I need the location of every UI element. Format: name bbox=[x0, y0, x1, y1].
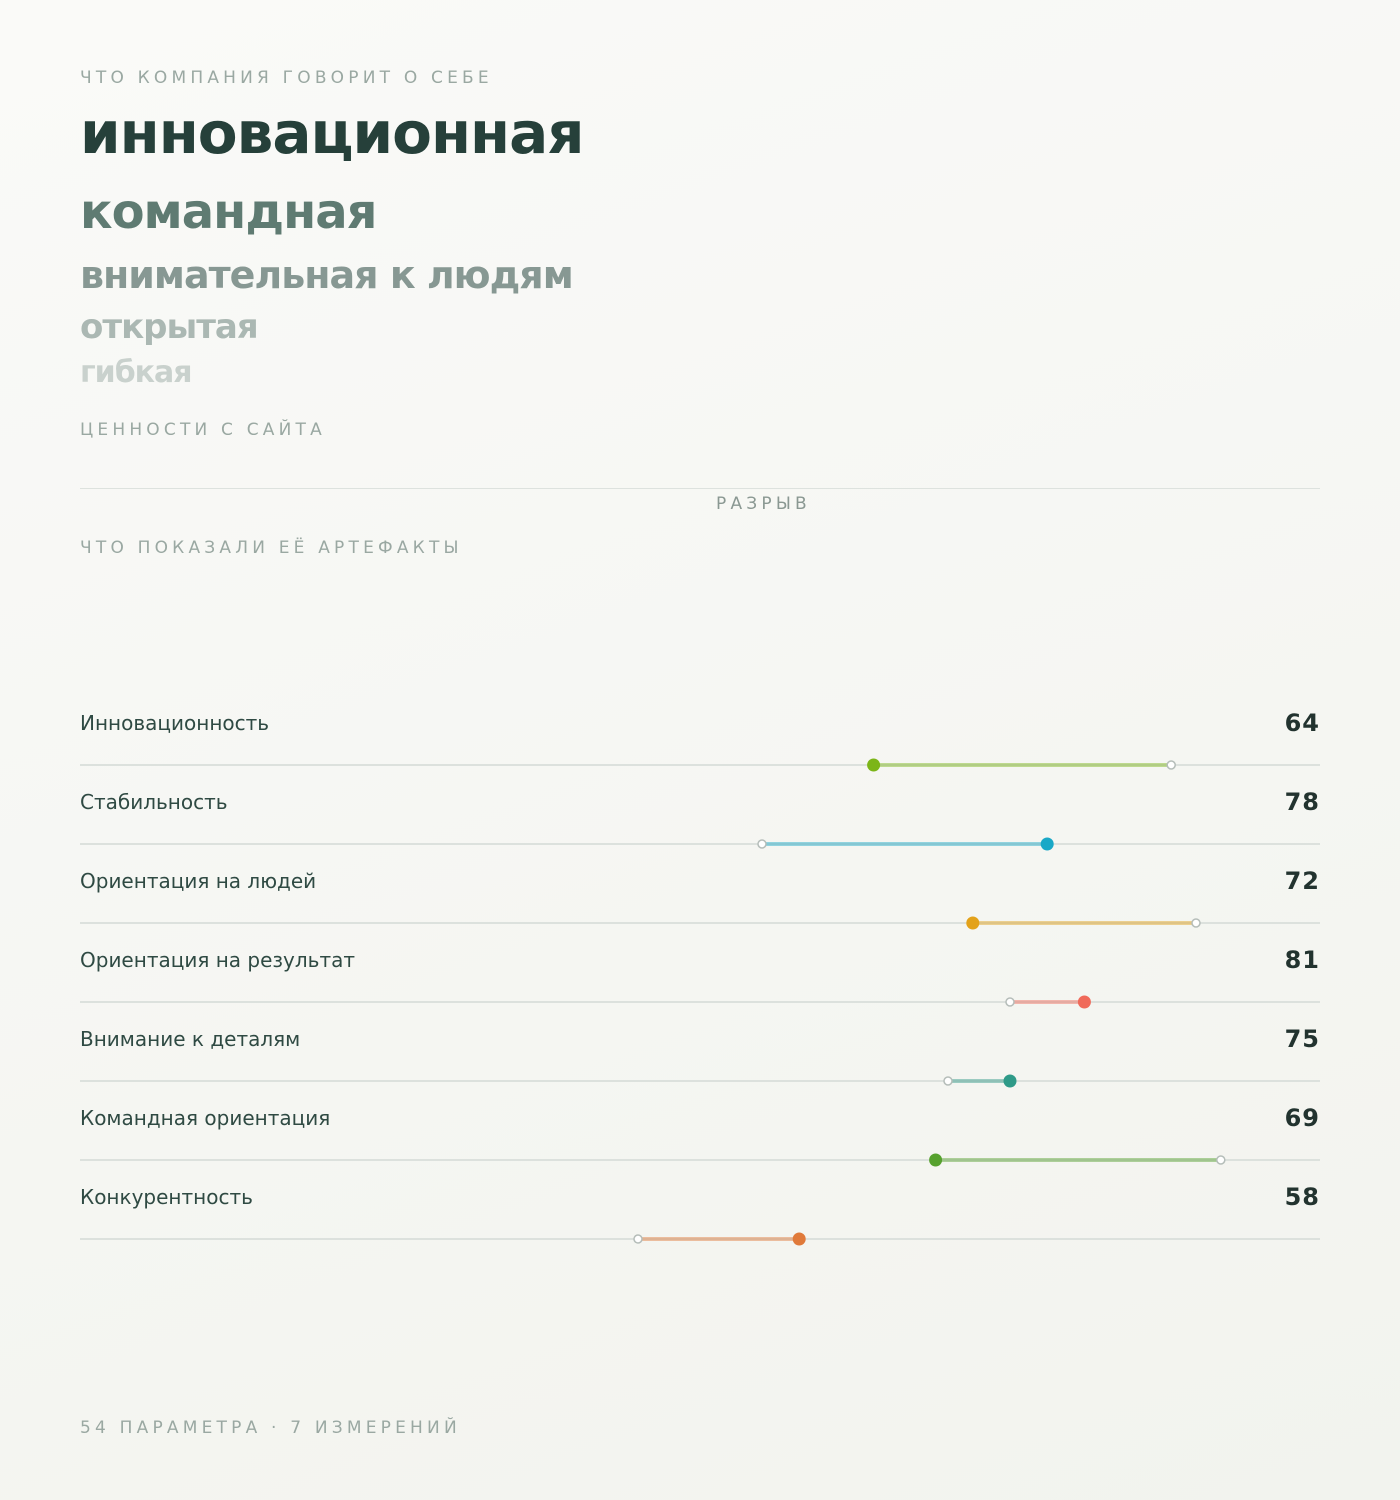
claimed-marker bbox=[1166, 760, 1176, 770]
dimension-label: Инновационность bbox=[80, 711, 269, 735]
claimed-marker bbox=[1191, 918, 1201, 928]
claimed-marker bbox=[757, 839, 767, 849]
claimed-value-3: внимательная к людям bbox=[80, 253, 574, 297]
claimed-marker bbox=[1005, 997, 1015, 1007]
claimed-value-2: командная bbox=[80, 184, 377, 240]
dimension-label: Ориентация на результат bbox=[80, 948, 355, 972]
actual-marker bbox=[929, 1153, 943, 1167]
actual-marker bbox=[1003, 1074, 1017, 1088]
dimension-label: Командная ориентация bbox=[80, 1106, 330, 1130]
dimension-score: 81 bbox=[1285, 946, 1320, 974]
actual-marker bbox=[1040, 837, 1054, 851]
section-divider bbox=[80, 488, 1320, 489]
claimed-marker bbox=[1216, 1155, 1226, 1165]
actual-marker bbox=[966, 916, 980, 930]
claimed-marker bbox=[633, 1234, 643, 1244]
claimed-value-1: инновационная bbox=[80, 99, 584, 167]
actual-marker bbox=[792, 1232, 806, 1246]
dimension-score: 75 bbox=[1285, 1025, 1320, 1053]
dimension-score: 78 bbox=[1285, 788, 1320, 816]
dimension-label: Конкурентность bbox=[80, 1185, 253, 1209]
actual-marker bbox=[1077, 995, 1091, 1009]
values-source-caption: ЦЕННОСТИ С САЙТА bbox=[80, 420, 326, 440]
gap-label: РАЗРЫВ bbox=[716, 494, 811, 514]
dimension-score: 72 bbox=[1285, 867, 1320, 895]
company-claims-kicker: ЧТО КОМПАНИЯ ГОВОРИТ О СЕБЕ bbox=[80, 68, 493, 88]
dimension-score: 69 bbox=[1285, 1104, 1320, 1132]
dimension-label: Ориентация на людей bbox=[80, 869, 316, 893]
dimension-score: 58 bbox=[1285, 1183, 1320, 1211]
gap-dumbbell-chart: Инновационность 64 Стабильность 78 Ориентаци… bbox=[80, 709, 1320, 1246]
artifacts-kicker: ЧТО ПОКАЗАЛИ ЕЁ АРТЕФАКТЫ bbox=[80, 538, 463, 558]
actual-marker bbox=[867, 758, 881, 772]
dimension-label: Внимание к деталям bbox=[80, 1027, 300, 1051]
claimed-value-4: открытая bbox=[80, 307, 259, 347]
claimed-value-5: гибкая bbox=[80, 355, 193, 390]
dimension-score: 64 bbox=[1285, 709, 1320, 737]
dimension-label: Стабильность bbox=[80, 790, 228, 814]
footer-caption: 54 ПАРАМЕТРА · 7 ИЗМЕРЕНИЙ bbox=[80, 1418, 461, 1438]
claimed-marker bbox=[943, 1076, 953, 1086]
